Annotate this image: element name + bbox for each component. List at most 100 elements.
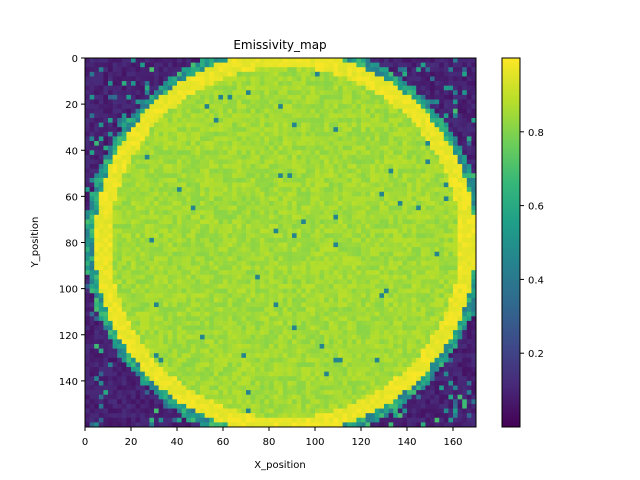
heatmap-cell [204, 117, 210, 123]
heatmap-cell [296, 251, 302, 257]
heatmap-cell [218, 302, 224, 308]
heatmap-cell [324, 196, 330, 202]
heatmap-cell [94, 113, 100, 119]
heatmap-cell [181, 117, 187, 123]
heatmap-cell [420, 99, 426, 105]
heatmap-cell [98, 228, 104, 234]
heatmap-cell [250, 260, 256, 266]
heatmap-cell [167, 90, 173, 96]
heatmap-cell [457, 224, 463, 230]
heatmap-cell [310, 297, 316, 303]
heatmap-cell [181, 58, 187, 64]
heatmap-cell [365, 251, 371, 257]
heatmap-cell [282, 76, 288, 82]
heatmap-cell [315, 279, 320, 285]
heatmap-cell [462, 168, 468, 174]
heatmap-cell [397, 159, 403, 165]
heatmap-cell [328, 168, 334, 174]
heatmap-cell [466, 320, 472, 326]
heatmap-cell [296, 177, 302, 183]
heatmap-cell [98, 85, 104, 91]
heatmap-cell [209, 108, 215, 114]
heatmap-cell [186, 307, 192, 313]
heatmap-cell [209, 242, 215, 248]
heatmap-cell [356, 90, 362, 96]
heatmap-cell [434, 256, 440, 262]
heatmap-cell [471, 81, 477, 87]
heatmap-cell [108, 117, 113, 123]
heatmap-cell [443, 71, 449, 77]
heatmap-cell [112, 242, 118, 248]
heatmap-cell [126, 104, 132, 110]
heatmap-cell [328, 187, 334, 193]
heatmap-cell [117, 210, 123, 216]
heatmap-cell [439, 279, 445, 285]
heatmap-cell [411, 187, 417, 193]
heatmap-cell [457, 256, 463, 262]
heatmap-cell [466, 196, 472, 202]
heatmap-cell [361, 104, 366, 110]
heatmap-cell [186, 81, 192, 87]
heatmap-cell [374, 260, 380, 266]
heatmap-cell [439, 320, 445, 326]
heatmap-cell [241, 279, 247, 285]
heatmap-cell [227, 251, 233, 257]
heatmap-cell [301, 274, 307, 280]
heatmap-cell [227, 159, 233, 165]
heatmap-cell [365, 214, 371, 220]
heatmap-cell [278, 131, 284, 137]
heatmap-cell [250, 325, 256, 331]
heatmap-cell [370, 67, 376, 73]
heatmap-cell [370, 224, 376, 230]
heatmap-cell [131, 173, 136, 179]
heatmap-cell [89, 90, 95, 96]
heatmap-cell [98, 122, 104, 128]
heatmap-cell [126, 182, 132, 188]
heatmap-cell [333, 164, 339, 170]
heatmap-cell [439, 122, 445, 128]
heatmap-cell [278, 228, 284, 234]
heatmap-cell [209, 247, 215, 253]
heatmap-cell [292, 260, 297, 266]
heatmap-cell [121, 187, 127, 193]
heatmap-cell [167, 316, 173, 322]
heatmap-cell [250, 237, 256, 243]
heatmap-cell [273, 205, 279, 211]
heatmap-cell [140, 316, 146, 322]
heatmap-cell [144, 177, 150, 183]
heatmap-cell [167, 141, 173, 147]
heatmap-cell [434, 154, 440, 160]
heatmap-cell [250, 224, 256, 230]
heatmap-cell [158, 205, 164, 211]
heatmap-cell [241, 67, 247, 73]
heatmap-cell [315, 104, 320, 110]
heatmap-cell [232, 293, 238, 299]
heatmap-cell [89, 104, 95, 110]
heatmap-cell [264, 85, 270, 91]
heatmap-cell [411, 279, 417, 285]
heatmap-cell [347, 293, 353, 299]
heatmap-cell [103, 279, 109, 285]
heatmap-cell [204, 136, 210, 142]
heatmap-cell [388, 274, 394, 280]
heatmap-cell [278, 265, 284, 271]
heatmap-cell [305, 256, 311, 262]
heatmap-cell [434, 219, 440, 225]
heatmap-cell [85, 228, 90, 234]
heatmap-cell [434, 71, 440, 77]
heatmap-cell [411, 247, 417, 253]
heatmap-cell [328, 260, 334, 266]
heatmap-cell [259, 154, 265, 160]
heatmap-cell [213, 210, 219, 216]
heatmap-cell [209, 205, 215, 211]
heatmap-cell [462, 302, 468, 308]
heatmap-cell [204, 164, 210, 170]
heatmap-cell [149, 320, 155, 326]
heatmap-cell [177, 58, 182, 64]
heatmap-cell [200, 58, 205, 64]
heatmap-cell [471, 187, 477, 193]
heatmap-cell [85, 141, 90, 147]
heatmap-cell [462, 81, 468, 87]
heatmap-cell [126, 297, 132, 303]
heatmap-cell [448, 182, 454, 188]
